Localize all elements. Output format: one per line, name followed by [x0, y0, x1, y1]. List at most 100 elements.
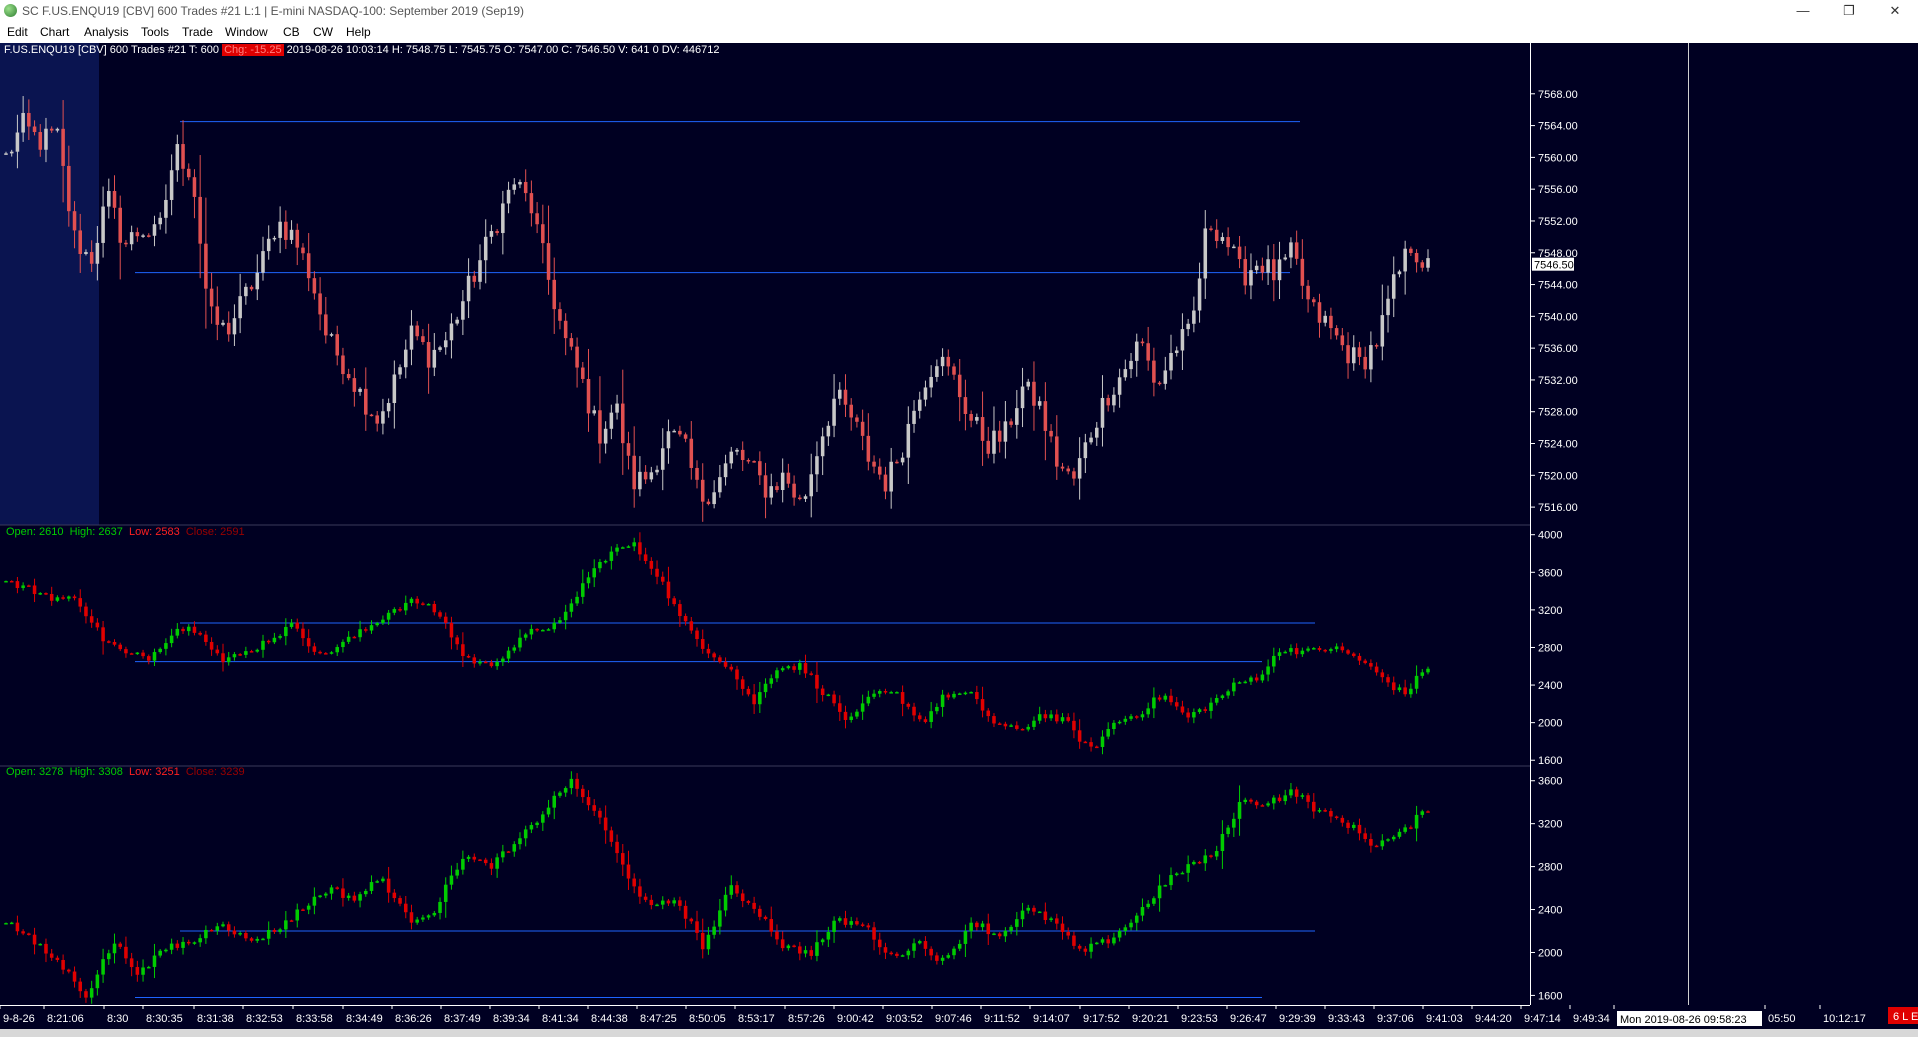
menu-window[interactable]: Window: [225, 25, 268, 39]
price-candle: [563, 320, 568, 339]
price-candle: [1083, 442, 1088, 459]
study-candle: [649, 899, 654, 906]
study-candle: [1083, 948, 1088, 952]
candlestick-chart[interactable]: 7516.00 7520.00 7524.00 7528.00 7532.00 7536.…: [0, 43, 1918, 1029]
menu-cw[interactable]: CW: [313, 25, 333, 39]
price-candle: [329, 334, 334, 336]
study1-high: High: 2637: [69, 526, 123, 538]
study-candle: [443, 616, 448, 623]
menu-tools[interactable]: Tools: [141, 25, 170, 39]
price-candle: [1426, 258, 1430, 268]
study-candle: [1397, 831, 1402, 837]
price-candle: [883, 474, 888, 492]
study-candle: [341, 888, 345, 898]
study-candle: [489, 662, 494, 667]
price-candle: [729, 451, 734, 464]
price-candle: [1306, 285, 1310, 300]
study-candle: [1414, 675, 1419, 689]
menu-edit[interactable]: Edit: [7, 25, 28, 39]
study-candle: [1391, 836, 1396, 840]
study-candle: [169, 635, 174, 644]
price-candle: [438, 347, 442, 350]
menu-help[interactable]: Help: [346, 25, 371, 39]
study-candle: [175, 943, 180, 948]
price-candle: [1397, 271, 1402, 275]
study-candle: [1203, 855, 1208, 864]
study-candle: [101, 959, 105, 975]
study-candle: [957, 693, 962, 695]
study-candle: [198, 938, 202, 943]
price-candle: [135, 232, 140, 237]
app-icon: [4, 4, 17, 17]
study-candle: [1203, 709, 1208, 711]
study-candle: [158, 648, 162, 653]
study-candle: [67, 969, 71, 972]
study-candle: [147, 656, 151, 661]
study-candle: [758, 908, 762, 917]
y-axis-tick-label: 2000: [1538, 718, 1562, 730]
study-candle: [586, 577, 591, 584]
menu-trade[interactable]: Trade: [182, 25, 213, 39]
study-candle: [135, 967, 140, 975]
study-candle: [877, 691, 882, 694]
x-axis-tick-label: 9:41:03: [1426, 1013, 1463, 1025]
study-candle: [758, 692, 762, 705]
price-candle: [940, 356, 945, 367]
study-candle: [1186, 864, 1190, 873]
price-candle: [352, 378, 357, 392]
price-candle: [826, 425, 831, 437]
study-candle: [552, 622, 557, 630]
corner-status-box: [1888, 1007, 1918, 1024]
menu-analysis[interactable]: Analysis: [84, 25, 129, 39]
menu-chart[interactable]: Chart: [40, 25, 70, 39]
minimize-button[interactable]: —: [1796, 3, 1810, 18]
y-axis-tick-label: 2000: [1538, 947, 1562, 959]
study-candle: [672, 598, 676, 605]
price-candle: [632, 455, 636, 490]
study-candle: [672, 900, 676, 904]
study-candle: [935, 955, 939, 961]
study-candle: [1300, 650, 1305, 655]
study-candle: [621, 547, 625, 549]
price-candle: [1351, 347, 1356, 364]
study-candle: [638, 886, 642, 897]
price-candle: [718, 477, 722, 493]
study-candle: [1100, 736, 1105, 747]
study-candle: [1380, 672, 1385, 678]
study-candle: [1077, 945, 1082, 949]
study-candle: [403, 903, 408, 913]
study2-low: Low: 3251: [128, 766, 180, 778]
price-candle: [1043, 401, 1048, 431]
price-candle: [483, 236, 488, 261]
study-candle: [997, 933, 1002, 937]
study-candle: [678, 900, 682, 906]
study-candle: [21, 585, 25, 589]
y-axis-tick-label: 1600: [1538, 990, 1562, 1002]
menu-cb[interactable]: CB: [283, 25, 300, 39]
study-candle: [1426, 811, 1430, 813]
price-candle: [426, 342, 431, 368]
restore-button[interactable]: ❐: [1843, 3, 1855, 18]
study-candle: [1066, 717, 1070, 721]
study-candle: [969, 692, 973, 694]
close-button[interactable]: ✕: [1889, 3, 1901, 18]
study-candle: [375, 881, 379, 883]
study-candle: [1374, 666, 1379, 673]
price-candle: [660, 448, 665, 470]
horizontal-scrollbar[interactable]: [0, 1029, 1918, 1037]
study-candle: [335, 647, 339, 653]
study-candle: [358, 629, 362, 638]
study-candle: [21, 931, 25, 934]
price-candle: [815, 456, 819, 475]
price-candle: [15, 132, 20, 152]
study-candle: [872, 927, 876, 940]
x-axis-tick-label: 9:49:34: [1573, 1013, 1610, 1025]
y-axis-tick-label: 7560.00: [1538, 152, 1578, 164]
price-candle: [266, 238, 271, 252]
menu-bar: Edit Chart Analysis Tools Trade Window C…: [0, 22, 1918, 43]
x-axis-tick-label: 8:31:38: [197, 1013, 234, 1025]
x-axis-area: [0, 1005, 1530, 1029]
price-candle: [61, 128, 65, 166]
study-candle: [381, 619, 385, 624]
price-candle: [803, 496, 808, 499]
